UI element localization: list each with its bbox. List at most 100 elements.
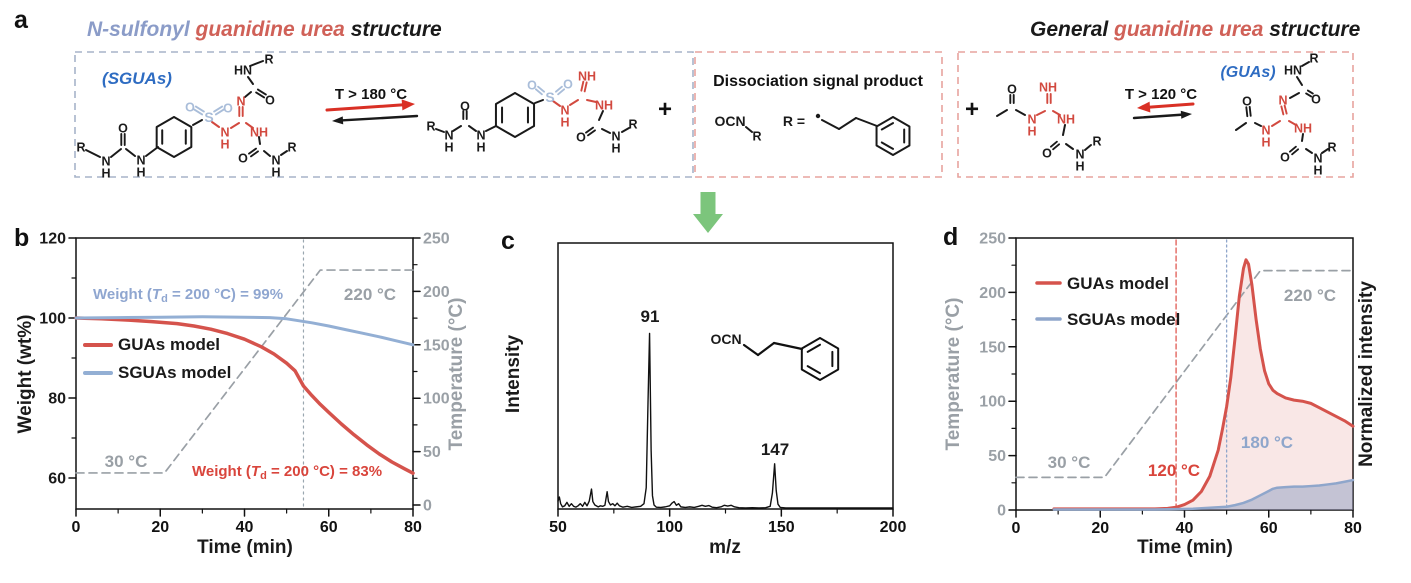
peak-label: 147 <box>761 440 789 459</box>
x-tick-label: 80 <box>404 519 422 536</box>
atom-label: H <box>1313 164 1322 178</box>
tga-legend: GUAs model SGUAs model <box>83 335 231 382</box>
plus-sign: + <box>658 96 672 123</box>
y-right-tick: 250 <box>423 231 450 248</box>
x-tick-label: 150 <box>768 519 795 536</box>
y-left-tick: 150 <box>979 339 1006 356</box>
atom-label: N <box>1278 94 1287 108</box>
y-left-tick: 200 <box>979 285 1006 302</box>
panel-c-label: c <box>501 227 515 255</box>
plus-sign: + <box>965 96 979 123</box>
sgua-intensity-curve <box>1052 478 1355 511</box>
x-tick-label: 40 <box>236 519 254 536</box>
atom-label: R = <box>783 113 805 129</box>
y-right-tick: 150 <box>423 337 450 354</box>
legend-label: SGUAs model <box>1067 310 1180 329</box>
atom-label: R <box>1327 141 1336 155</box>
atom-label: R <box>264 53 273 67</box>
x-tick-label: 80 <box>1344 520 1362 537</box>
atom-label: O <box>1280 151 1290 165</box>
x-axis-title: Time (min) <box>1137 537 1233 558</box>
title-right: General guanidine urea structure <box>1030 18 1361 41</box>
atom-label: R <box>1309 52 1318 66</box>
atom-label: O <box>527 79 537 93</box>
y-right-axis-title: Temperature (°C) <box>446 298 467 451</box>
sgua-weight-curve <box>74 315 415 347</box>
atom-label: NH <box>595 99 613 113</box>
atom-label: H <box>560 116 569 130</box>
annotation: 180 °C <box>1241 433 1293 452</box>
panel-d-label: d <box>943 223 959 251</box>
panel-b-label: b <box>14 224 30 252</box>
atom-label: H <box>1075 160 1084 174</box>
atom-label: R <box>76 141 85 155</box>
atom-label: O <box>1242 95 1252 109</box>
legend-label: GUAs model <box>118 335 220 354</box>
gua-weight-curve <box>74 316 415 475</box>
equilibrium-arrows <box>325 99 1195 125</box>
atom-label: O <box>460 100 470 114</box>
atom-label: N <box>560 104 569 118</box>
y-right-tick: 200 <box>423 284 450 301</box>
x-tick-label: 20 <box>1091 520 1109 537</box>
legend-label: GUAs model <box>1067 274 1169 293</box>
title-left: N-sulfonyl guanidine urea structure <box>87 18 442 41</box>
atom-label: H <box>1261 136 1270 150</box>
intensity-fills <box>1053 259 1353 510</box>
atom-label: N <box>1075 148 1084 162</box>
x-tick-label: 60 <box>320 519 338 536</box>
legend-label: SGUAs model <box>118 363 231 382</box>
atom-label: NH <box>1294 122 1312 136</box>
atom-label: R <box>752 130 761 144</box>
sguas-label: (SGUAs) <box>102 69 172 88</box>
atom-label: H <box>220 138 229 152</box>
ocn-label: OCN <box>710 331 741 347</box>
atom-label: O <box>1042 147 1052 161</box>
peak-label: 91 <box>641 307 660 326</box>
atom-label: O <box>563 78 573 92</box>
tga-axes: 0 20 40 60 80 60 80 100 120 0 50 100 150 200 250 <box>39 231 450 537</box>
scheme-boxes <box>74 51 1354 178</box>
y-left-tick: 60 <box>48 471 66 488</box>
atom-label: OCN <box>714 113 745 129</box>
annotation: 30 °C <box>105 452 148 471</box>
atom-label: N <box>444 129 453 143</box>
atom-label: R <box>287 141 296 155</box>
gua-dashed-box <box>957 51 1354 178</box>
atom-label: R <box>1092 135 1101 149</box>
ega-legend: GUAs model SGUAs model <box>1035 274 1180 329</box>
annotation: 30 °C <box>1048 453 1091 472</box>
atom-label: HN <box>1284 64 1302 78</box>
x-tick-label: 0 <box>1012 520 1021 537</box>
panel-a-label: a <box>14 6 28 34</box>
green-down-arrow <box>693 192 723 233</box>
atom-label: N <box>236 95 245 109</box>
atom-label: O <box>118 122 128 136</box>
dissociation-product-box <box>694 51 943 178</box>
atom-label: N <box>136 154 145 168</box>
temp-condition-180: T > 180 °C <box>335 86 407 103</box>
peak-labels: 91 147 <box>641 307 790 459</box>
title-left: N-sulfonyl guanidine urea structure <box>87 18 442 41</box>
y-right-tick: 0 <box>423 498 432 515</box>
ega-chart: 0 20 40 60 80 0 50 100 150 200 250 GUAs model SGUAs … <box>943 231 1377 559</box>
y-right-axis-title: Normalized intensity <box>1356 281 1377 467</box>
x-tick-label: 60 <box>1260 520 1278 537</box>
atom-label: N <box>1027 113 1036 127</box>
y-left-tick: 80 <box>48 391 66 408</box>
temperature-profile <box>1015 269 1354 479</box>
atom-label: N <box>271 154 280 168</box>
atom-label: NH <box>1057 113 1075 127</box>
annotation: Weight (Td = 200 °C) = 99% <box>93 286 283 305</box>
ega-annotations: 220 °C 30 °C 120 °C 180 °C <box>1048 286 1336 480</box>
atom-label: S <box>545 89 554 105</box>
x-tick-label: 0 <box>72 519 81 536</box>
atom-label: R <box>426 120 435 134</box>
y-left-tick: 0 <box>997 503 1006 520</box>
title-right: General guanidine urea structure <box>1030 18 1361 41</box>
x-axis-title: Time (min) <box>197 537 293 558</box>
